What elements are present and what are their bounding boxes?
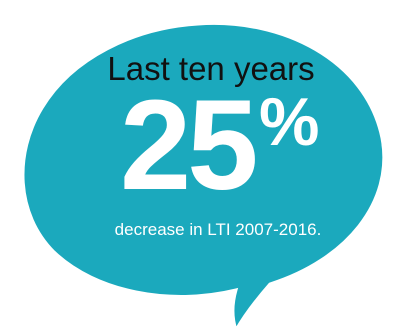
headline-text: Last ten years: [107, 50, 315, 87]
percent-sign: %: [259, 84, 320, 160]
caption-text: decrease in LTI 2007-2016.: [114, 220, 322, 239]
big-percentage-number: 25: [120, 74, 258, 217]
speech-bubble-shape: [21, 21, 386, 333]
